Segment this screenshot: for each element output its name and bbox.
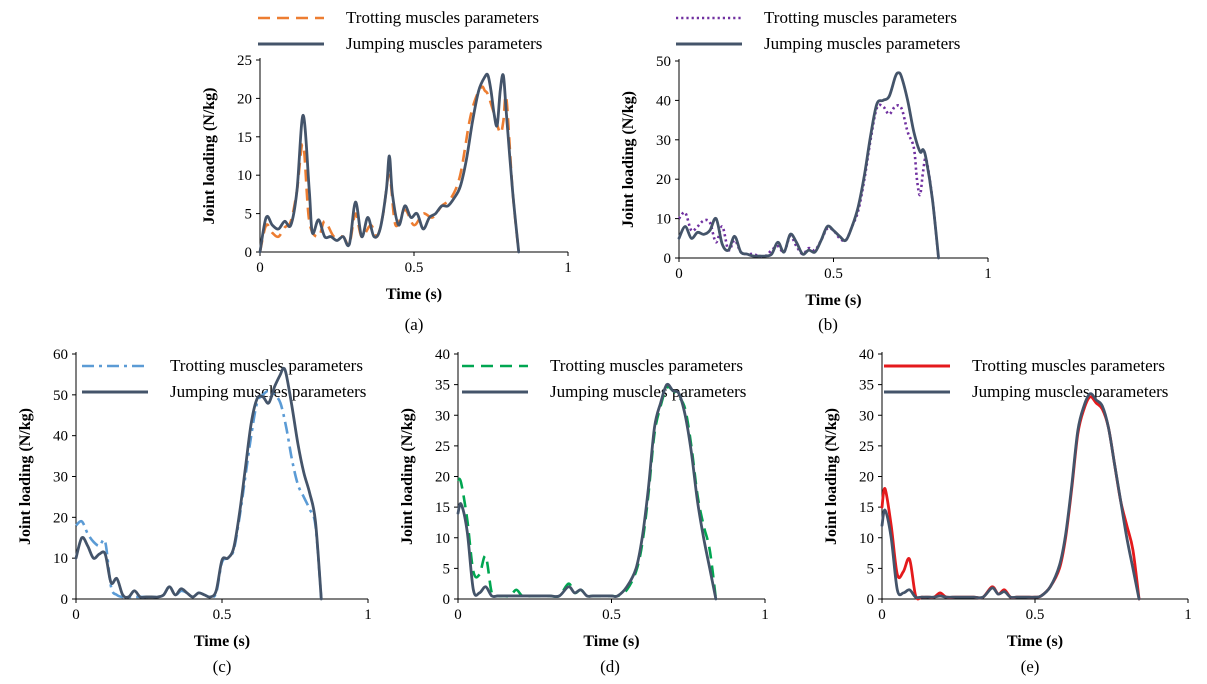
x-axis-title: Time (s): [583, 633, 639, 650]
y-tick-label: 15: [859, 500, 874, 516]
y-tick-label: 20: [237, 91, 252, 107]
legend-label-1: Trotting muscles parameters: [550, 356, 743, 375]
x-tick-label: 0: [675, 266, 683, 282]
panel-label: (e): [1021, 657, 1040, 676]
x-tick-label: 0: [454, 607, 462, 623]
series-line-trotting: [677, 103, 940, 259]
series-line-jumping: [258, 72, 521, 254]
x-tick-label: 1: [364, 607, 372, 623]
series-line-trotting: [880, 395, 1141, 601]
y-tick-label: 50: [53, 388, 68, 404]
legend-label-1: Trotting muscles parameters: [170, 356, 363, 375]
y-tick-label: 0: [61, 592, 69, 608]
series-line-jumping: [677, 71, 940, 260]
y-tick-label: 40: [656, 93, 671, 109]
y-tick-label: 25: [237, 53, 252, 69]
panel-label: (b): [818, 315, 838, 334]
panel-label: (a): [405, 315, 424, 334]
y-tick-label: 10: [237, 168, 252, 184]
y-tick-label: 30: [53, 470, 68, 486]
y-tick-label: 15: [237, 130, 252, 146]
y-tick-label: 30: [435, 408, 450, 424]
x-tick-label: 0.5: [602, 607, 621, 623]
x-tick-label: 1: [761, 607, 769, 623]
x-tick-label: 1: [984, 266, 992, 282]
y-tick-label: 0: [245, 245, 253, 261]
y-tick-label: 10: [53, 551, 68, 567]
y-tick-label: 20: [859, 470, 874, 486]
legend-label-2: Jumping muscles parameters: [764, 34, 960, 53]
y-tick-label: 15: [435, 500, 450, 516]
legend-label-2: Jumping muscles parameters: [346, 34, 542, 53]
y-tick-label: 30: [859, 408, 874, 424]
y-axis-title: Joint loading (N/kg): [201, 88, 218, 225]
legend-label-2: Jumping muscles parameters: [550, 382, 746, 401]
y-tick-label: 40: [53, 429, 68, 445]
y-axis-title: Joint loading (N/kg): [17, 408, 34, 545]
x-tick-label: 0: [72, 607, 80, 623]
chart-panel-d: Trotting muscles parameters Jumping muscl…: [399, 347, 769, 676]
x-tick-label: 0: [256, 260, 264, 276]
y-tick-label: 5: [867, 561, 875, 577]
y-tick-label: 10: [859, 531, 874, 547]
panel-label: (d): [600, 657, 620, 676]
y-tick-label: 20: [53, 510, 68, 526]
series-line-jumping: [74, 366, 323, 601]
chart-panel-e: Trotting muscles parameters Jumping muscl…: [823, 347, 1192, 676]
x-axis-title: Time (s): [194, 633, 250, 650]
y-tick-label: 50: [656, 54, 671, 70]
y-tick-label: 30: [656, 133, 671, 149]
series-line-jumping: [880, 392, 1141, 601]
legend-label-1: Trotting muscles parameters: [972, 356, 1165, 375]
y-tick-label: 5: [443, 561, 451, 577]
y-tick-label: 20: [435, 470, 450, 486]
y-tick-label: 40: [435, 347, 450, 363]
y-tick-label: 10: [656, 212, 671, 228]
y-tick-label: 35: [859, 378, 874, 394]
y-tick-label: 25: [435, 439, 450, 455]
chart-panel-b: Trotting muscles parameters Jumping muscl…: [620, 8, 992, 334]
x-axis-title: Time (s): [1007, 633, 1063, 650]
y-tick-label: 25: [859, 439, 874, 455]
y-axis-title: Joint loading (N/kg): [823, 408, 840, 545]
y-tick-label: 0: [443, 592, 451, 608]
y-tick-label: 40: [859, 347, 874, 363]
x-tick-label: 0: [878, 607, 886, 623]
x-axis-title: Time (s): [386, 286, 442, 303]
x-tick-label: 0.5: [1026, 607, 1045, 623]
series-line-trotting: [456, 385, 718, 600]
y-tick-label: 10: [435, 531, 450, 547]
y-tick-label: 0: [867, 592, 875, 608]
y-axis-title: Joint loading (N/kg): [620, 91, 637, 228]
x-tick-label: 1: [564, 260, 572, 276]
chart-panel-a: Trotting muscles parameters Jumping muscl…: [201, 8, 572, 334]
x-axis-title: Time (s): [805, 292, 861, 309]
y-tick-label: 0: [664, 251, 672, 267]
y-tick-label: 60: [53, 347, 68, 363]
panel-label: (c): [213, 657, 232, 676]
x-tick-label: 0.5: [405, 260, 424, 276]
y-tick-label: 20: [656, 172, 671, 188]
legend-label-1: Trotting muscles parameters: [764, 8, 957, 27]
y-tick-label: 5: [245, 207, 253, 223]
series-line-trotting: [75, 389, 323, 600]
y-axis-title: Joint loading (N/kg): [399, 408, 416, 545]
y-tick-label: 35: [435, 378, 450, 394]
x-tick-label: 1: [1184, 607, 1192, 623]
series-line-jumping: [456, 382, 718, 601]
legend-label-2: Jumping muscles parameters: [972, 382, 1168, 401]
legend-label-1: Trotting muscles parameters: [346, 8, 539, 27]
x-tick-label: 0.5: [213, 607, 232, 623]
x-tick-label: 0.5: [824, 266, 843, 282]
